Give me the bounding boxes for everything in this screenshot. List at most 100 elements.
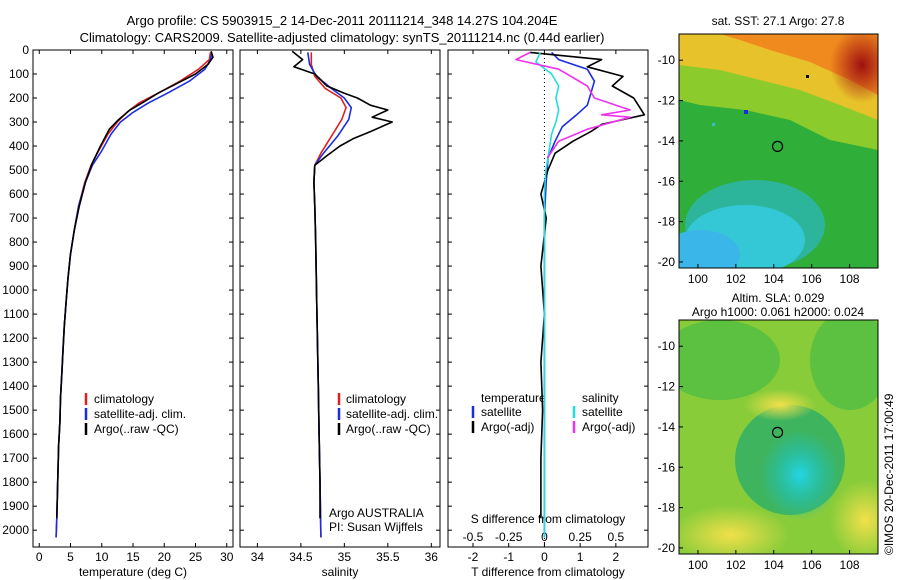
diff-legend-salinity-title: salinity: [582, 391, 619, 405]
diff-legend-t-satellite: satellite: [481, 405, 522, 419]
sst_map-ytick-label-3: -16: [658, 174, 676, 188]
differences-series-temperature-argo-adj-: [530, 51, 646, 519]
differences-axes-frame: [447, 49, 649, 548]
differences-series-temperature-satellite: [543, 51, 596, 538]
sst-speck-1: [744, 110, 748, 114]
temperature-xtick-label-4: 20: [158, 550, 172, 564]
sal-legend-climatology: climatology: [346, 392, 406, 406]
temperature-xtick-label-5: 25: [189, 550, 203, 564]
depth-tick-label-1400: 1400: [2, 379, 29, 393]
temp-legend-argo: Argo(..raw -QC): [94, 422, 179, 436]
salinity-axes-frame: [239, 49, 441, 548]
diff-legend-t-argo: Argo(-adj): [481, 420, 534, 434]
sla_map-ytick-label-1: -12: [658, 380, 676, 394]
differences-panel: temperature satellite Argo(-adj) salinit…: [447, 49, 649, 579]
salinity-xtick-label-3: 35.5: [376, 550, 400, 564]
depth-tick-label-2000: 2000: [2, 523, 29, 537]
copyright-note: ©IMOS 20-Dec-2011 17:00:49: [882, 393, 896, 555]
temperature-legend: climatology satellite-adj. clim. Argo(..…: [84, 392, 186, 436]
sla-cyan-patch: [760, 430, 840, 520]
depth-tick-label-500: 500: [9, 163, 29, 177]
diff-legend-temperature-title: temperature: [481, 391, 546, 405]
sst_map-ytick-label-4: -18: [658, 215, 676, 229]
salinity-xtick-label-2: 35: [338, 550, 352, 564]
depth-tick-label-1300: 1300: [2, 355, 29, 369]
sla-green-patch-1: [679, 320, 780, 400]
salinity-panel: climatology satellite-adj. clim. Argo(..…: [239, 49, 441, 579]
temperature-xtick-label-2: 10: [95, 550, 109, 564]
depth-tick-label-1800: 1800: [2, 475, 29, 489]
temperature-xtick-label-0: 0: [36, 550, 43, 564]
argo-pi-label: PI: Susan Wijffels: [329, 520, 423, 534]
sla-map-frame: [678, 319, 879, 555]
diff-legend-s-satellite: satellite: [582, 405, 623, 419]
sst-map-title: sat. SST: 27.1 Argo: 27.8: [712, 14, 845, 28]
depth-tick-label-600: 600: [9, 187, 29, 201]
figure-title-line2: Climatology: CARS2009. Satellite-adjuste…: [80, 30, 605, 45]
sst_map-argo-location-marker: [771, 140, 784, 152]
salinity-series-argo-raw-qc-: [291, 50, 394, 519]
differences-xtick-label-2: 0: [541, 550, 548, 564]
differences-legend: temperature satellite Argo(-adj) salinit…: [471, 391, 635, 434]
differences-xtick-label-0: -2: [468, 550, 479, 564]
depth-tick-label-1600: 1600: [2, 427, 29, 441]
sla_map-ytick-label-2: -14: [658, 420, 676, 434]
sla_map-xtick-label-1: 102: [726, 558, 746, 572]
temp-legend-climatology: climatology: [94, 392, 154, 406]
salinity-xtick-label-0: 34: [251, 550, 265, 564]
depth-tick-label-1000: 1000: [2, 283, 29, 297]
depth-tick-label-1200: 1200: [2, 331, 29, 345]
depth-tick-label-100: 100: [9, 67, 29, 81]
differences-xtick-label-1: -1: [503, 550, 514, 564]
depth-tick-label-1500: 1500: [2, 403, 29, 417]
temperature-axes-frame: [32, 49, 234, 548]
sst_map-xtick-label-0: 100: [688, 272, 708, 286]
sst-speck-2: [712, 123, 715, 126]
s-diff-xtick-label-1: -0.25: [495, 530, 523, 544]
sla_map-argo-location-marker: [771, 426, 784, 438]
sst_map-xtick-label-2: 104: [764, 272, 784, 286]
depth-tick-label-800: 800: [9, 235, 29, 249]
sla-map-title: Altim. SLA: 0.029: [732, 291, 825, 305]
figure-title-line1: Argo profile: CS 5903915_2 14-Dec-2011 2…: [127, 13, 558, 28]
s-diff-xtick-label-3: 0.25: [568, 530, 592, 544]
sla_map-xtick-label-3: 106: [802, 558, 822, 572]
depth-tick-label-200: 200: [9, 91, 29, 105]
temperature-xtick-label-1: 5: [67, 550, 74, 564]
s-difference-xlabel: S difference from climatology: [471, 512, 626, 526]
s-diff-xtick-label-4: 0.5: [608, 530, 625, 544]
sal-legend-satellite: satellite-adj. clim.: [346, 407, 438, 421]
sla-yellow-patch-2: [679, 505, 790, 554]
depth-tick-label-1700: 1700: [2, 451, 29, 465]
depth-tick-label-400: 400: [9, 139, 29, 153]
sst_map-xtick-label-3: 106: [802, 272, 822, 286]
sal-legend-argo: Argo(..raw -QC): [346, 422, 431, 436]
salinity-xtick-label-4: 36: [425, 550, 439, 564]
sla_map-xtick-label-0: 100: [688, 558, 708, 572]
temperature-panel: climatology satellite-adj. clim. Argo(..…: [2, 43, 233, 579]
sla-map-panel: Altim. SLA: 0.029 Argo h1000: 0.061 h200…: [658, 291, 879, 572]
salinity-xlabel: salinity: [322, 565, 359, 579]
sla_map-ytick-label-0: -10: [658, 339, 676, 353]
depth-tick-label-0: 0: [22, 43, 29, 57]
sla-field: [679, 320, 878, 554]
temperature-series-climatology: [55, 52, 212, 538]
argo-program-label: Argo AUSTRALIA: [329, 506, 424, 520]
differences-series-salinity-argo-adj-: [515, 51, 631, 159]
sla_map-xtick-label-2: 104: [764, 558, 784, 572]
temperature-xtick-label-6: 30: [220, 550, 234, 564]
sla_map-ytick-label-3: -16: [658, 460, 676, 474]
sla_map-xtick-label-4: 108: [840, 558, 860, 572]
differences-series-salinity-satellite: [535, 52, 560, 538]
sst_map-ytick-label-0: -10: [658, 53, 676, 67]
depth-tick-label-900: 900: [9, 259, 29, 273]
differences-xtick-label-3: 1: [577, 550, 584, 564]
sla_map-ytick-label-5: -20: [658, 541, 676, 555]
sst-coolest-patch: [679, 230, 740, 268]
temperature-series-satellite-adj-clim-: [55, 52, 213, 538]
sst_map-xtick-label-1: 102: [726, 272, 746, 286]
sla_map-ytick-label-4: -18: [658, 501, 676, 515]
sla-green-patch-2: [810, 320, 878, 410]
sst_map-ytick-label-5: -20: [658, 255, 676, 269]
